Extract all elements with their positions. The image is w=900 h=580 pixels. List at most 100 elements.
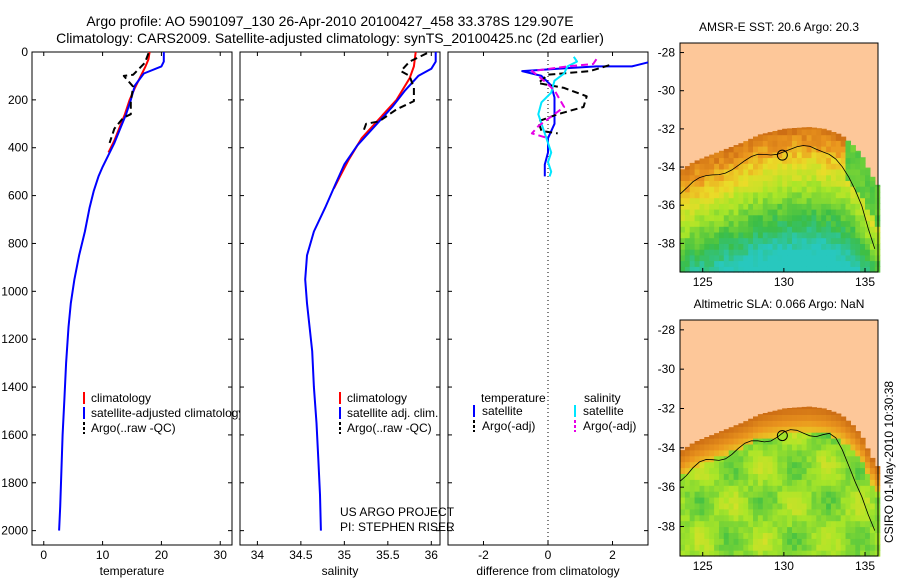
sla-map-cell: [684, 550, 691, 557]
sst-map-cell: [816, 146, 822, 153]
sla-map-cell: [787, 514, 793, 522]
sla-map-cell: [792, 426, 798, 433]
sst-map-cell: [772, 157, 778, 164]
sst-map-cell: [709, 214, 715, 222]
sla-map-cell: [767, 544, 774, 551]
sst-map-cell: [855, 214, 861, 222]
sla-map-cell: [869, 508, 876, 516]
sla-map-cell: [753, 449, 759, 457]
sla-map-cell: [830, 426, 837, 433]
sla-map-cell: [816, 485, 822, 492]
sst-map-cell: [689, 162, 696, 164]
sst-map-cell: [680, 180, 686, 187]
sst-map-cell: [840, 226, 847, 233]
sst-map-cell: [772, 186, 778, 193]
sla-map-cell: [830, 443, 837, 451]
sst-map-cell: [826, 146, 832, 153]
sst-map-cell: [845, 157, 851, 164]
sst-map-cell: [714, 191, 720, 199]
sla-map-cell: [835, 467, 842, 474]
sst-map-cell: [689, 231, 696, 239]
sla-map-cell: [709, 485, 715, 492]
sst-map-cell: [762, 163, 769, 170]
sla-map-cell: [753, 485, 759, 492]
sst-map-cell: [865, 180, 871, 187]
sla-map-cell: [855, 538, 861, 545]
sst-map-cell: [835, 146, 842, 153]
sst-map-cell: [816, 180, 822, 187]
sst-map-cell: [757, 254, 764, 262]
sst-map-cell: [704, 237, 710, 244]
sla-map-cell: [840, 455, 847, 463]
sst-map-cell: [850, 163, 856, 170]
sst-map-cell: [816, 266, 822, 273]
sst-map-cell: [801, 191, 808, 199]
sla-map-cell: [855, 467, 861, 474]
sst-map-cell: [850, 209, 856, 216]
sst-map-cell: [743, 157, 749, 164]
sst-map-cell: [694, 186, 701, 193]
sla-map-cell: [757, 414, 764, 421]
sst-map-cell: [689, 243, 696, 250]
sst-map-cell: [748, 163, 754, 170]
sla-map-cell: [719, 455, 725, 463]
sst-map-cell: [845, 249, 851, 256]
sst-map-cell: [680, 243, 686, 250]
sla-map-cell: [767, 538, 774, 545]
sst-map-cell: [801, 140, 808, 147]
sla-map-cell: [830, 526, 837, 533]
sst-map-cell: [772, 266, 778, 273]
sst-map-cell: [753, 197, 759, 204]
sla-map-cell: [835, 502, 842, 510]
sst-map-cell: [709, 231, 715, 239]
sst-map-cell: [792, 214, 798, 222]
sst-map-cell: [743, 220, 749, 227]
sst-map-cell: [835, 140, 842, 147]
sst-map-cell: [680, 249, 686, 256]
sla-map-cell: [772, 449, 778, 457]
sla-map-cell: [699, 508, 705, 516]
sst-map-ytick-label: -34: [658, 160, 676, 174]
sst-map-cell: [796, 128, 803, 136]
sst-map-cell: [801, 209, 808, 216]
sla-map-cell: [748, 443, 754, 451]
sst-map-cell: [680, 203, 686, 210]
temperature-legend-label: Argo(..raw -QC): [91, 421, 176, 435]
sst-map-cell: [748, 169, 754, 176]
sst-map-cell: [850, 174, 856, 181]
sla-map-cell: [816, 438, 822, 445]
sst-map-cell: [816, 151, 822, 159]
sla-map-cell: [689, 497, 696, 504]
sla-map-cell: [792, 550, 798, 557]
sst-map-cell: [801, 134, 808, 141]
sla-map-cell: [826, 497, 832, 504]
sla-map-cell: [830, 479, 837, 486]
sst-map-cell: [840, 174, 847, 181]
sla-map-cell: [743, 532, 749, 539]
sla-map-ytick-label: -32: [658, 402, 676, 416]
sst-map-cell: [845, 237, 851, 244]
sla-map-cell: [772, 467, 778, 474]
sst-map-cell: [865, 203, 871, 210]
sla-map-cell: [714, 467, 720, 474]
sst-map-cell: [762, 203, 769, 210]
sla-map-cell: [787, 532, 793, 539]
sla-map-cell: [767, 520, 774, 528]
sla-map-cell: [801, 502, 808, 510]
sst-map-cell: [865, 209, 871, 216]
sst-map-cell: [694, 197, 701, 204]
sla-map-cell: [830, 550, 837, 557]
sst-map-cell: [723, 203, 730, 210]
sla-map-cell: [743, 438, 749, 445]
sla-map-cell: [811, 491, 817, 498]
temperature-legend-label: climatology: [91, 391, 151, 405]
sst-map-cell: [792, 209, 798, 216]
sst-map-cell: [787, 260, 793, 267]
sst-map-cell: [806, 169, 813, 176]
sst-map-cell: [826, 260, 832, 267]
sla-map-cell: [743, 421, 749, 427]
sla-map-cell: [753, 514, 759, 522]
sst-map-cell: [860, 237, 866, 244]
sst-map-cell: [767, 266, 774, 273]
